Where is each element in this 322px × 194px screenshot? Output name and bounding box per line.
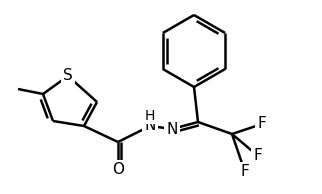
Text: F: F [254,148,262,164]
Text: H: H [145,109,155,123]
Text: O: O [112,163,124,178]
Text: N: N [166,121,178,137]
Text: F: F [241,165,249,179]
Text: S: S [63,68,73,83]
Text: F: F [258,117,266,132]
Text: N: N [144,119,156,133]
